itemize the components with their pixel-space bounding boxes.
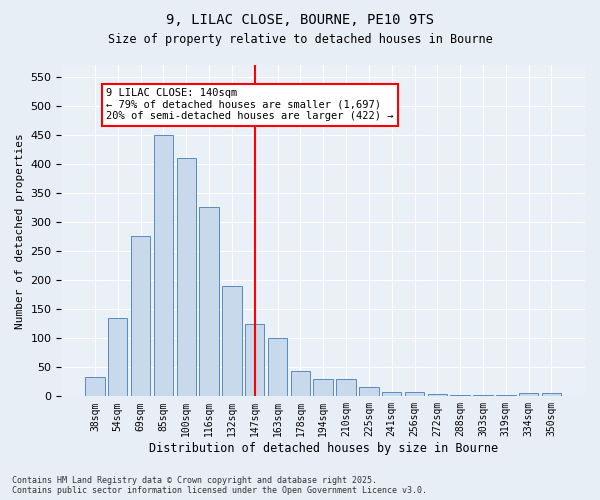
Bar [245,324,265,396]
Bar [405,392,424,396]
Bar [428,394,447,396]
Bar [199,208,219,396]
Bar [542,394,561,396]
Text: 9, LILAC CLOSE, BOURNE, PE10 9TS: 9, LILAC CLOSE, BOURNE, PE10 9TS [166,12,434,26]
Bar [496,395,515,396]
Y-axis label: Number of detached properties: Number of detached properties [15,133,25,328]
Bar [359,387,379,396]
Bar [222,286,242,397]
Bar [313,379,333,396]
Text: Contains HM Land Registry data © Crown copyright and database right 2025.
Contai: Contains HM Land Registry data © Crown c… [12,476,427,495]
Bar [473,394,493,396]
Bar [154,135,173,396]
Bar [519,394,538,396]
Bar [382,392,401,396]
Bar [268,338,287,396]
Bar [108,318,127,396]
Bar [131,236,150,396]
Bar [290,371,310,396]
Bar [451,394,470,396]
Bar [176,158,196,396]
Text: Size of property relative to detached houses in Bourne: Size of property relative to detached ho… [107,32,493,46]
X-axis label: Distribution of detached houses by size in Bourne: Distribution of detached houses by size … [149,442,498,455]
Bar [337,379,356,396]
Text: 9 LILAC CLOSE: 140sqm
← 79% of detached houses are smaller (1,697)
20% of semi-d: 9 LILAC CLOSE: 140sqm ← 79% of detached … [106,88,394,122]
Bar [85,377,104,396]
